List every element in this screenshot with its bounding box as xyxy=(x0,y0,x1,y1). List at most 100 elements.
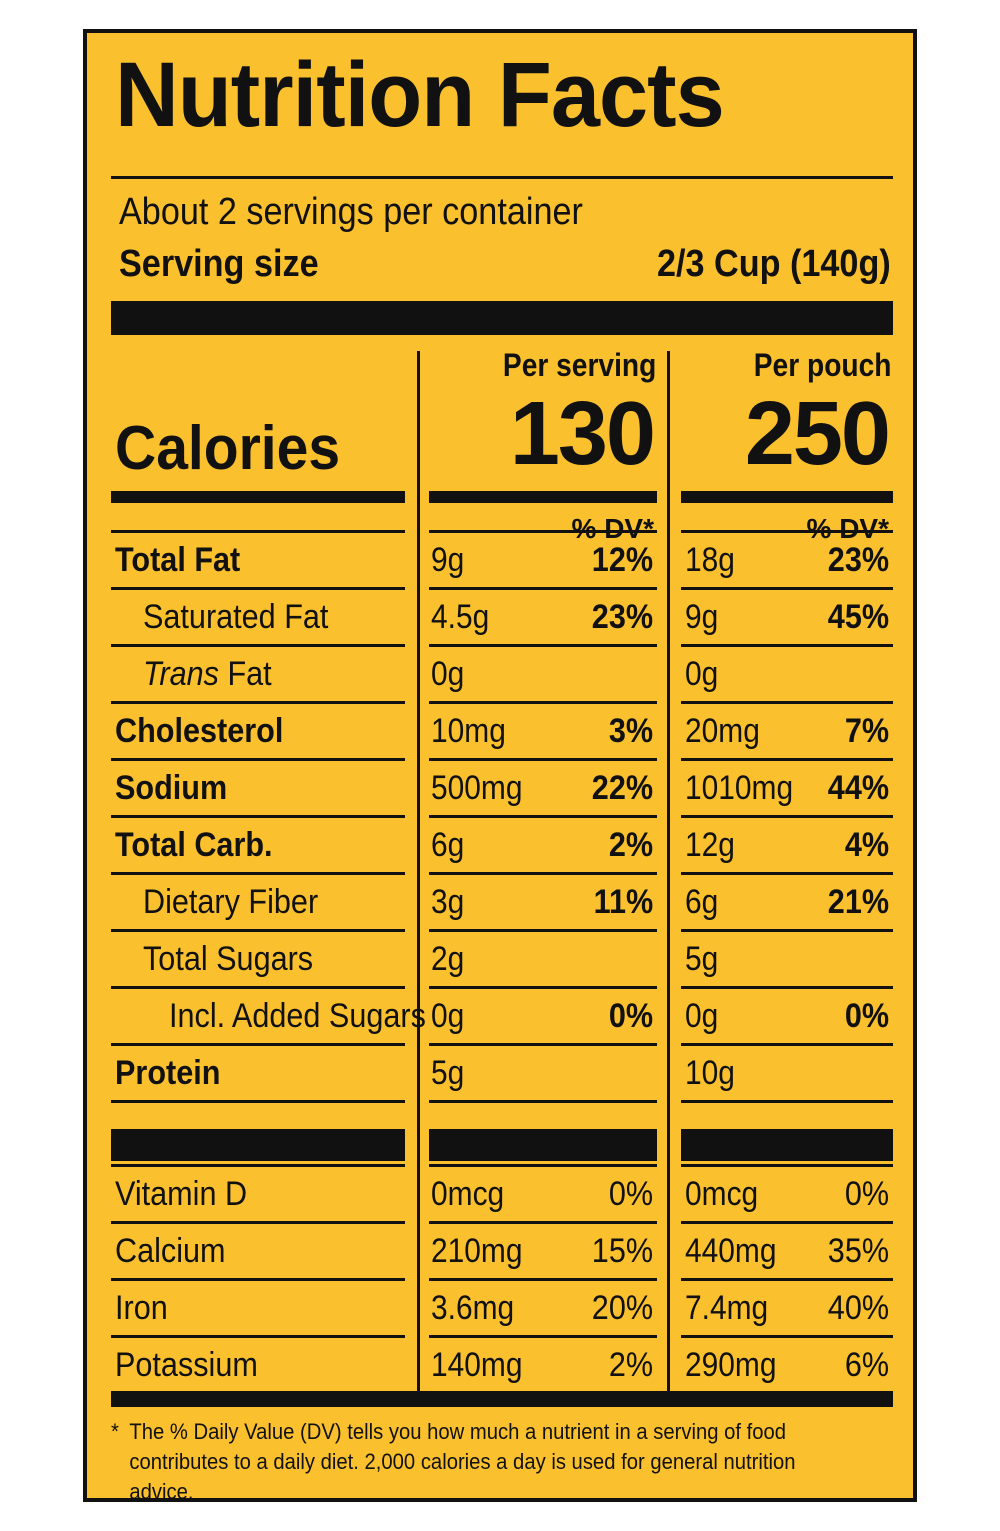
footnote-text: The % Daily Value (DV) tells you how muc… xyxy=(129,1419,796,1504)
nutrient-name-text: Total Fat xyxy=(115,541,241,579)
row-rule xyxy=(111,872,405,875)
footnote: * The % Daily Value (DV) tells you how m… xyxy=(111,1417,838,1507)
serving-dv: 0% xyxy=(608,1175,653,1213)
nutrient-name-text: Incl. Added Sugars xyxy=(169,997,426,1035)
pouch-amount: 0g xyxy=(685,655,719,693)
vitamin-row: Iron 3.6mg 20% 7.4mg 40% xyxy=(87,1280,913,1337)
row-rule xyxy=(429,1043,657,1046)
row-rule xyxy=(111,1278,405,1281)
row-rule xyxy=(111,758,405,761)
per-serving-header: Per serving xyxy=(502,347,656,383)
pouch-amount: 18g xyxy=(685,541,735,579)
row-rule xyxy=(681,1043,893,1046)
serving-size-label: Serving size xyxy=(119,243,319,285)
pouch-dv: 35% xyxy=(827,1232,889,1270)
serving-amount: 500mg xyxy=(431,769,523,807)
pouch-dv: 21% xyxy=(827,883,889,921)
row-rule xyxy=(681,587,893,590)
row-rule xyxy=(111,1164,405,1167)
pouch-amount: 6g xyxy=(685,883,719,921)
row-rule xyxy=(429,1335,657,1338)
nutrient-row: Sodium 500mg 22% 1010mg 44% xyxy=(87,760,913,817)
thick-divider-vitamins-right xyxy=(681,1129,893,1161)
serving-dv: 2% xyxy=(608,826,653,864)
row-rule xyxy=(429,1392,657,1395)
row-rule xyxy=(681,1164,893,1167)
footnote-star: * xyxy=(111,1419,119,1444)
nutrient-row: Total Carb. 6g 2% 12g 4% xyxy=(87,817,913,874)
row-rule xyxy=(681,1278,893,1281)
row-rule xyxy=(111,1221,405,1224)
column-divider-left xyxy=(417,351,420,1394)
row-rule xyxy=(681,644,893,647)
pouch-dv: 40% xyxy=(827,1289,889,1327)
nutrient-name: Sodium xyxy=(115,760,227,817)
pouch-amount: 0mcg xyxy=(685,1175,759,1213)
calories-per-pouch: 250 xyxy=(744,384,891,484)
serving-amount: 9g xyxy=(431,541,465,579)
row-rule xyxy=(681,758,893,761)
serving-dv: 0% xyxy=(608,997,653,1035)
serving-dv: 11% xyxy=(593,883,653,921)
row-rule xyxy=(681,1100,893,1103)
nutrition-facts-label: Nutrition Facts About 2 servings per con… xyxy=(83,29,917,1504)
row-rule xyxy=(681,1335,893,1338)
serving-amount: 6g xyxy=(431,826,465,864)
nutrient-name-text: Fat xyxy=(218,655,272,693)
row-rule xyxy=(429,1278,657,1281)
row-rule xyxy=(681,815,893,818)
nutrient-name: Total Sugars xyxy=(143,931,313,988)
serving-dv: 2% xyxy=(608,1346,653,1384)
row-rule xyxy=(429,986,657,989)
nutrient-name-text: Total Carb. xyxy=(115,826,273,864)
nutrient-name-text: Saturated Fat xyxy=(143,598,329,636)
calories-rule-mid xyxy=(429,491,657,503)
nutrient-name: Protein xyxy=(115,1045,220,1102)
row-rule xyxy=(429,701,657,704)
row-rule xyxy=(429,587,657,590)
serving-amount: 3.6mg xyxy=(431,1289,515,1327)
pouch-dv: 45% xyxy=(827,598,889,636)
pouch-amount: 12g xyxy=(685,826,735,864)
nutrient-name-text: Calcium xyxy=(115,1232,226,1270)
pouch-dv: 44% xyxy=(827,769,889,807)
column-divider-right xyxy=(667,351,670,1394)
pouch-dv: 23% xyxy=(827,541,889,579)
nutrient-name: Iron xyxy=(115,1280,168,1337)
nutrient-name: Incl. Added Sugars xyxy=(169,988,426,1045)
serving-amount: 0g xyxy=(431,997,465,1035)
nutrient-row: Incl. Added Sugars 0g 0% 0g 0% xyxy=(87,988,913,1045)
serving-size-value: 2/3 Cup (140g) xyxy=(657,243,891,285)
nutrient-name: Dietary Fiber xyxy=(143,874,318,931)
row-rule xyxy=(111,1335,405,1338)
nutrient-name: Total Carb. xyxy=(115,817,273,874)
serving-dv: 22% xyxy=(591,769,653,807)
nutrient-name: Calcium xyxy=(115,1223,226,1280)
pouch-amount: 10g xyxy=(685,1054,735,1092)
row-rule xyxy=(681,986,893,989)
serving-amount: 210mg xyxy=(431,1232,523,1270)
nutrient-row: Total Fat 9g 12% 18g 23% xyxy=(87,532,913,589)
serving-amount: 140mg xyxy=(431,1346,523,1384)
nutrient-row: Protein 5g 10g xyxy=(87,1045,913,1102)
serving-amount: 0mcg xyxy=(431,1175,505,1213)
thick-divider-vitamins-mid xyxy=(429,1129,657,1161)
nutrient-name-text: Sodium xyxy=(115,769,228,807)
nutrient-name-text: Potassium xyxy=(115,1346,258,1384)
row-rule xyxy=(681,929,893,932)
nutrient-row: Saturated Fat 4.5g 23% 9g 45% xyxy=(87,589,913,646)
serving-amount: 4.5g xyxy=(431,598,490,636)
pouch-amount: 5g xyxy=(685,940,719,978)
row-rule xyxy=(111,530,405,533)
nutrient-name-text: Cholesterol xyxy=(115,712,284,750)
row-rule xyxy=(429,1164,657,1167)
serving-dv: 15% xyxy=(591,1232,653,1270)
row-rule xyxy=(429,758,657,761)
calories-per-serving: 130 xyxy=(509,384,656,484)
nutrient-name: Cholesterol xyxy=(115,703,283,760)
row-rule xyxy=(111,1100,405,1103)
vitamin-row: Vitamin D 0mcg 0% 0mcg 0% xyxy=(87,1166,913,1223)
nutrient-name: Total Fat xyxy=(115,532,240,589)
row-rule xyxy=(111,1392,405,1395)
thick-divider-bottom xyxy=(111,1391,893,1407)
